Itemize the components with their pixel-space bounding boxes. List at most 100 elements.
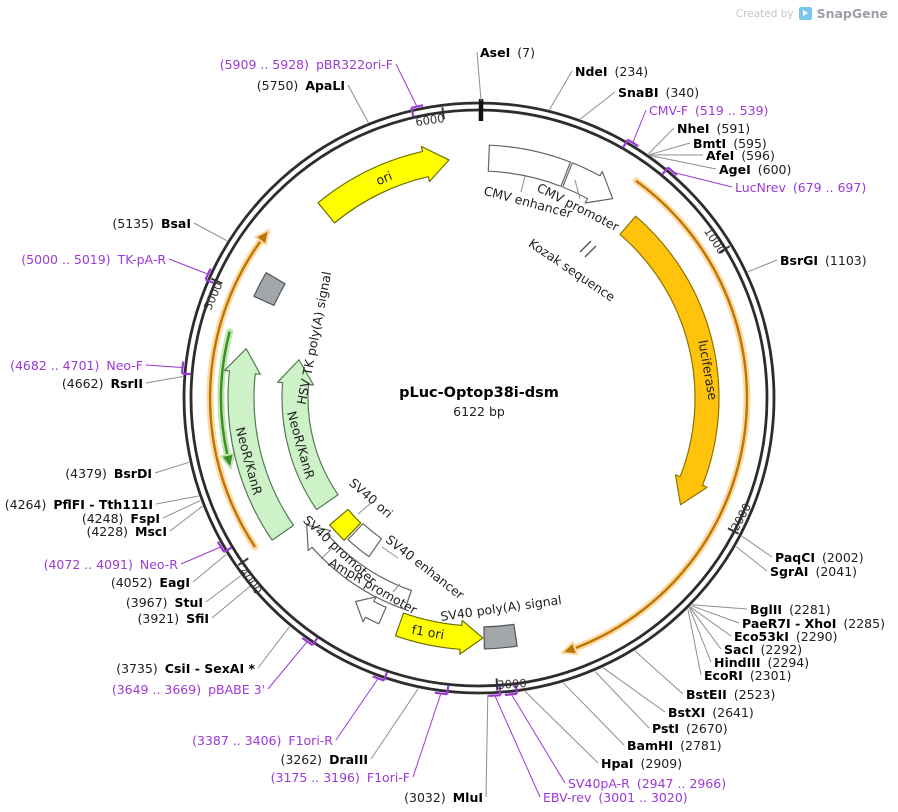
site-label-paqci[interactable]: PaqCI (2002) (775, 551, 864, 564)
site-name: RsrII (110, 376, 143, 391)
site-label-draiii[interactable]: (3262) DraIII (280, 753, 368, 766)
site-label-bstxi[interactable]: BstXI (2641) (668, 706, 754, 719)
site-label-hindiii[interactable]: HindIII (2294) (714, 656, 809, 669)
site-label-bmti[interactable]: BmtI (595) (693, 137, 767, 150)
primer-mark-Neo-R[interactable] (216, 541, 233, 554)
neor-kanr-outer-arrow[interactable] (223, 348, 295, 541)
site-label-eco53ki[interactable]: Eco53kI (2290) (734, 630, 837, 643)
site-label-bamhi[interactable]: BamHI (2781) (627, 739, 722, 752)
scale-tick-1000 (718, 245, 731, 254)
sv40-enhancer-box[interactable] (347, 523, 383, 558)
cmv-promoter-arrow[interactable] (562, 162, 614, 204)
leader-DraIII (370, 688, 419, 760)
neo-marker-arc[interactable] (217, 328, 235, 470)
hsv-tk-polya-box[interactable] (253, 272, 286, 306)
site-label-bglii[interactable]: BglII (2281) (750, 603, 831, 616)
site-name: PaqCI (775, 550, 816, 565)
f1-ori-arrow[interactable] (394, 612, 484, 655)
neor-kanr-inner-arrow[interactable] (277, 359, 339, 511)
leader-EBV-rev (493, 694, 541, 798)
primer-mark-pBABE-3-[interactable] (301, 637, 319, 647)
site-label-ecori[interactable]: EcoRI (2301) (704, 669, 791, 682)
site-label-sfii[interactable]: (3921) SfiI (138, 612, 210, 625)
sv40-polya-box[interactable] (483, 623, 518, 650)
leader-F1ori-R (335, 677, 380, 741)
site-label-mlui[interactable]: (3032) MluI (404, 791, 483, 804)
sv40-ori-box[interactable] (329, 508, 362, 541)
site-label-pbr322ori-f[interactable]: (5909 .. 5928) pBR322ori-F (220, 58, 393, 71)
site-label-apali[interactable]: (5750) ApaLI (257, 79, 345, 92)
neo-transcript-arc[interactable] (206, 228, 271, 551)
site-label-bsai[interactable]: (5135) BsaI (112, 217, 191, 230)
site-label-msci[interactable]: (4228) MscI (86, 525, 167, 538)
site-label-stui[interactable]: (3967) StuI (126, 596, 203, 609)
ori-arrow[interactable] (317, 145, 450, 224)
site-position: (3649 .. 3669) (111, 682, 202, 697)
site-label-bsrgi[interactable]: BsrGI (1103) (780, 254, 867, 267)
site-position: (5909 .. 5928) (219, 57, 309, 72)
primer-mark-Neo-F[interactable] (180, 361, 192, 376)
site-label-fspi[interactable]: (4248) FspI (82, 512, 160, 525)
primer-mark-SV40pA-R[interactable] (504, 684, 518, 696)
sv40-promoter-arrow[interactable] (306, 524, 412, 610)
site-label-lucnrev[interactable]: LucNrev (679 .. 697) (735, 181, 866, 194)
leader-BstXI (602, 667, 666, 713)
site-position: (595) (733, 136, 767, 151)
site-label-csii-sexai[interactable]: (3735) CsiI - SexAI * (116, 662, 255, 675)
site-label-f1ori-f[interactable]: (3175 .. 3196) F1ori-F (271, 771, 410, 784)
site-label-pflfi-tth111i[interactable]: (4264) PflFI - Tth111I (5, 498, 153, 511)
site-label-neo-r[interactable]: (4072 .. 4091) Neo-R (44, 558, 178, 571)
site-label-paer7i-xhoi[interactable]: PaeR7I - XhoI (2285) (742, 617, 885, 630)
leader-EcoRI (687, 609, 702, 676)
site-label-sv40pa-r[interactable]: SV40pA-R (2947 .. 2966) (568, 777, 726, 790)
site-name: HpaI (601, 756, 634, 771)
leader-PstI (594, 671, 650, 729)
scale-label-3000: 3000 (496, 675, 528, 693)
site-label-asei[interactable]: AseI (7) (480, 46, 535, 59)
primer-mark-LucNrev[interactable] (661, 166, 678, 176)
site-label-snabi[interactable]: SnaBI (340) (618, 86, 699, 99)
primer-mark-pBR322ori-F[interactable] (410, 104, 424, 117)
primer-mark-EBV-rev[interactable] (488, 686, 502, 697)
primer-mark-F1ori-F[interactable] (434, 685, 450, 696)
site-label-psti[interactable]: PstI (2670) (652, 722, 728, 735)
site-position: (3967) (125, 595, 168, 610)
site-label-hpai[interactable]: HpaI (2909) (601, 757, 682, 770)
cmv-enhancer-box[interactable] (487, 144, 571, 187)
site-label-saci[interactable]: SacI (2292) (724, 643, 802, 656)
site-label-tk-pa-r[interactable]: (5000 .. 5019) TK-pA-R (21, 253, 166, 266)
site-name: CsiI - SexAI * (164, 661, 255, 676)
site-name: pBR322ori-F (315, 57, 393, 72)
site-label-ebv-rev[interactable]: EBV-rev (3001 .. 3020) (543, 791, 688, 804)
luciferase-arrow[interactable] (619, 215, 720, 506)
leader-pBR322ori-F (395, 63, 418, 108)
site-label-f1ori-r[interactable]: (3387 .. 3406) F1ori-R (192, 734, 333, 747)
site-position: (679 .. 697) (792, 180, 867, 195)
leader-BamHI (562, 682, 625, 746)
leader-TK-pA-R (168, 258, 210, 275)
leader-NheI (647, 127, 675, 155)
site-label-pbabe-3[interactable]: (3649 .. 3669) pBABE 3' (112, 683, 265, 696)
luciferase-transcript-arc[interactable] (560, 177, 751, 656)
site-label-eagi[interactable]: (4052) EagI (111, 576, 190, 589)
primer-mark-CMV-F[interactable] (622, 138, 639, 149)
site-label-bsteii[interactable]: BstEII (2523) (686, 688, 775, 701)
site-label-cmv-f[interactable]: CMV-F (519 .. 539) (649, 104, 768, 117)
primer-mark-F1ori-R[interactable] (372, 671, 389, 682)
site-label-afei[interactable]: AfeI (596) (706, 149, 775, 162)
site-position: (2285) (843, 616, 885, 631)
site-label-nhei[interactable]: NheI (591) (677, 122, 750, 135)
primer-mark-TK-pA-R[interactable] (204, 268, 215, 285)
site-position: (3032) (404, 790, 446, 805)
ampr-promoter-arrow[interactable] (355, 596, 387, 625)
site-position: (2002) (822, 550, 864, 565)
site-label-bsrdi[interactable]: (4379) BsrDI (65, 467, 152, 480)
site-label-ndei[interactable]: NdeI (234) (575, 65, 648, 78)
site-label-neo-f[interactable]: (4682 .. 4701) Neo-F (10, 359, 143, 372)
site-name: TK-pA-R (117, 252, 166, 267)
site-label-rsrii[interactable]: (4662) RsrII (62, 377, 143, 390)
site-label-sgrai[interactable]: SgrAI (2041) (770, 565, 857, 578)
site-label-agei[interactable]: AgeI (600) (719, 163, 791, 176)
site-position: (3735) (116, 661, 158, 676)
plasmid-title-block: pLuc-Optop38i-dsm 6122 bp (399, 385, 559, 419)
